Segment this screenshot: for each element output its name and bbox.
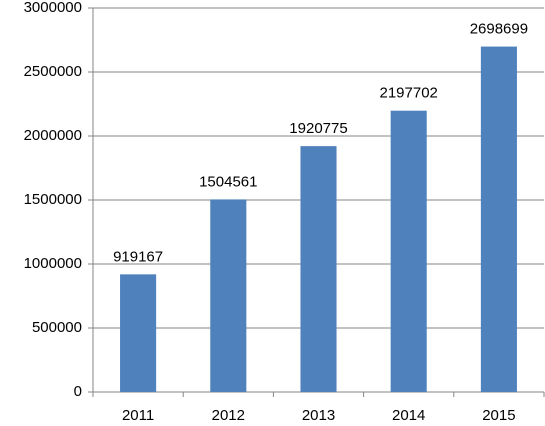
x-tick-label: 2011 — [122, 407, 154, 424]
data-label: 1504561 — [199, 173, 257, 190]
bar — [300, 146, 337, 392]
y-tick-label: 1500000 — [24, 191, 82, 208]
x-tick-label: 2013 — [302, 407, 335, 424]
bar — [120, 274, 157, 392]
x-tick-label: 2015 — [482, 407, 515, 424]
data-label: 2197702 — [379, 85, 437, 102]
y-tick-label: 500000 — [32, 319, 82, 336]
data-label: 2698699 — [470, 21, 528, 38]
data-label: 1920775 — [289, 120, 347, 137]
x-tick-label: 2014 — [392, 407, 425, 424]
data-label: 919167 — [113, 248, 163, 265]
x-tick-label: 2012 — [212, 407, 245, 424]
bar — [210, 199, 247, 392]
y-tick-label: 2500000 — [24, 63, 82, 80]
y-tick-label: 0 — [74, 383, 82, 400]
y-tick-label: 3000000 — [24, 0, 82, 16]
bar — [480, 46, 517, 392]
bar — [390, 110, 427, 392]
y-tick-label: 1000000 — [24, 255, 82, 272]
y-tick-label: 2000000 — [24, 127, 82, 144]
